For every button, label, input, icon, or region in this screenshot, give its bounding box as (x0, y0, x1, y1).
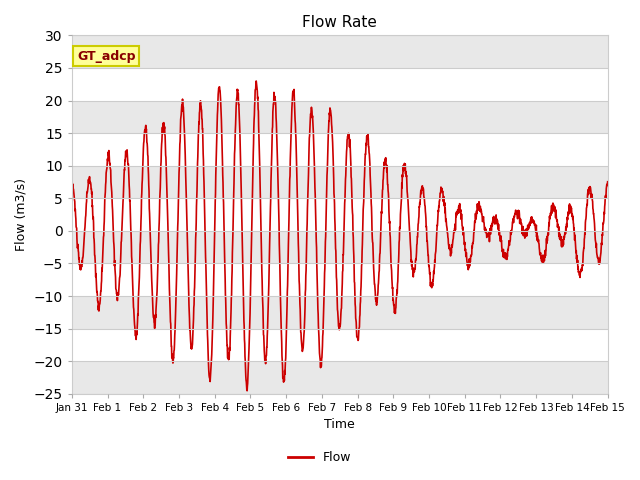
Bar (72, 231, 607, 264)
Text: GT_adcp: GT_adcp (77, 49, 136, 63)
Bar (72, 296, 607, 329)
Legend: Flow: Flow (284, 446, 356, 469)
X-axis label: Time: Time (324, 419, 355, 432)
Bar (72, 100, 607, 133)
Bar (72, 166, 607, 198)
Y-axis label: Flow (m3/s): Flow (m3/s) (15, 178, 28, 251)
Bar (72, 36, 607, 68)
Bar (72, 361, 607, 394)
Title: Flow Rate: Flow Rate (302, 15, 377, 30)
